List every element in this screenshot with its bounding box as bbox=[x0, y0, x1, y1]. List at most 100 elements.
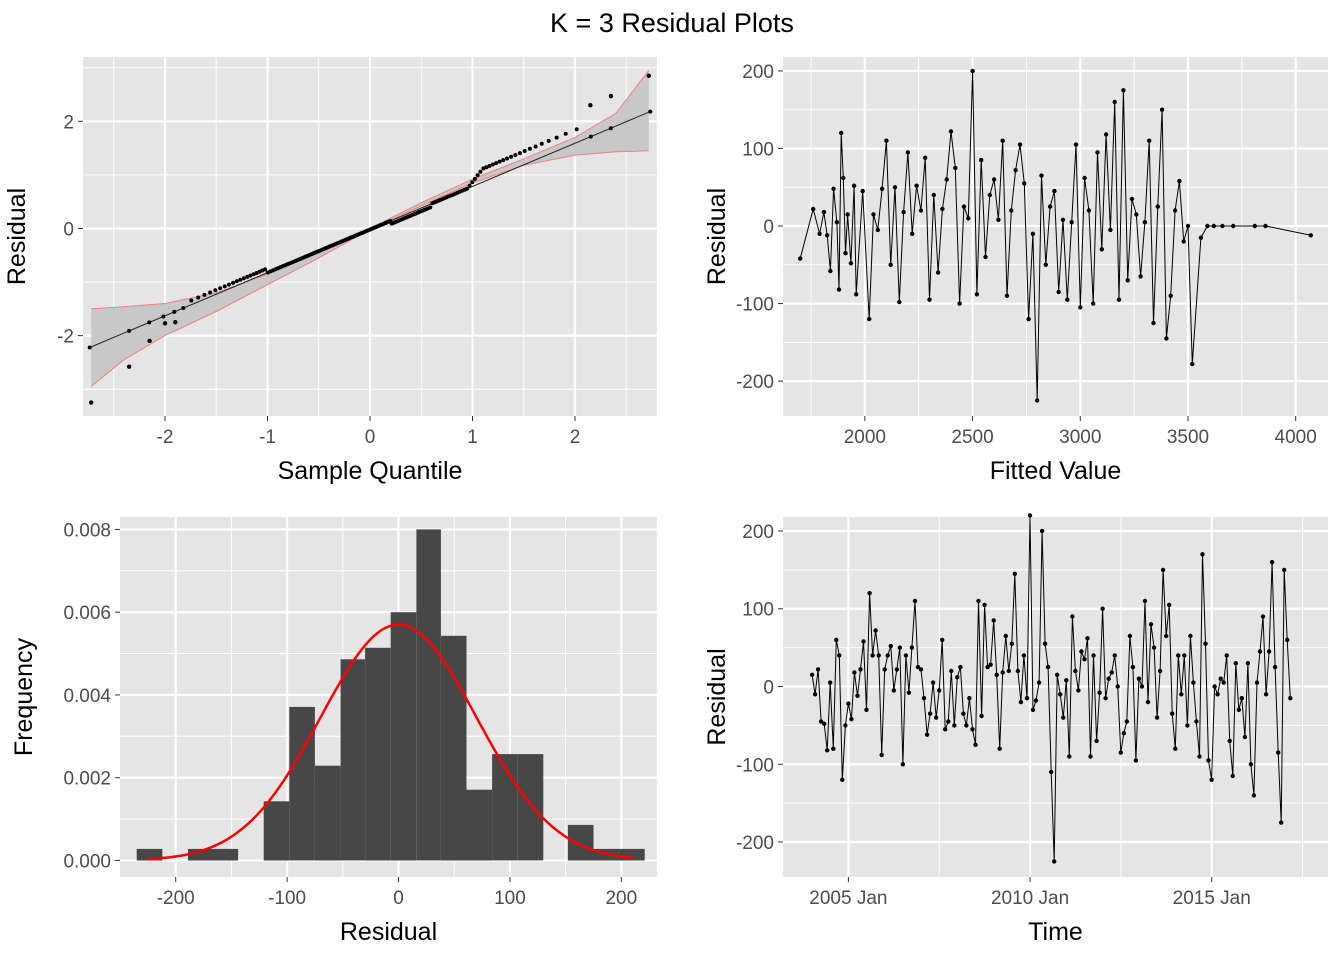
qq-point bbox=[218, 286, 223, 291]
time-point bbox=[1173, 746, 1178, 751]
time-point bbox=[979, 713, 984, 719]
histogram-bar bbox=[619, 848, 645, 861]
fitted-point bbox=[966, 216, 971, 221]
residual-vs-fitted-panel: 2000 2500 3000 3500 4000 -200 -100 0 100 200 Fitte… bbox=[703, 57, 1328, 485]
x-axis-label: Time bbox=[1028, 918, 1083, 946]
fitted-point bbox=[1112, 99, 1117, 105]
time-point bbox=[1024, 696, 1030, 701]
time-point bbox=[834, 637, 839, 643]
time-point bbox=[1139, 684, 1145, 689]
fitted-point bbox=[1151, 320, 1156, 326]
residual-vs-time-panel: 2005 Jan 2010 Jan 2015 Jan -200 -100 0 100 200 T… bbox=[703, 513, 1328, 946]
figure-title: K = 3 Residual Plots bbox=[550, 8, 794, 38]
time-point bbox=[952, 723, 957, 728]
time-point bbox=[1285, 637, 1290, 643]
time-point bbox=[879, 752, 884, 758]
time-point bbox=[894, 667, 899, 672]
time-point bbox=[1012, 571, 1017, 576]
time-point bbox=[1003, 633, 1008, 639]
time-point bbox=[1157, 668, 1163, 674]
y-tick-label: 0 bbox=[763, 217, 774, 238]
time-point bbox=[1103, 696, 1108, 701]
histogram-bar bbox=[416, 529, 441, 861]
time-point bbox=[1091, 653, 1096, 658]
fitted-point bbox=[974, 292, 980, 297]
time-point bbox=[1027, 513, 1033, 518]
fitted-point bbox=[905, 150, 911, 155]
fitted-point bbox=[1121, 88, 1126, 93]
time-point bbox=[1100, 606, 1105, 611]
qq-point bbox=[475, 173, 480, 178]
qq-point bbox=[213, 288, 218, 293]
time-point bbox=[1242, 734, 1248, 740]
qq-point bbox=[208, 290, 213, 295]
time-point bbox=[1106, 676, 1111, 681]
time-point bbox=[1036, 680, 1042, 685]
time-point bbox=[809, 672, 815, 677]
time-point bbox=[1112, 653, 1117, 658]
fitted-point bbox=[884, 138, 889, 143]
time-point bbox=[970, 727, 975, 732]
fitted-point bbox=[875, 227, 880, 233]
time-point bbox=[964, 723, 969, 728]
fitted-point bbox=[1035, 398, 1040, 403]
fitted-point bbox=[1069, 220, 1074, 225]
x-tick-label: -200 bbox=[157, 888, 195, 909]
histogram-bar bbox=[492, 754, 518, 861]
x-axis-label: Sample Quantile bbox=[278, 457, 463, 485]
fitted-point bbox=[860, 188, 865, 194]
qq-point bbox=[202, 292, 207, 297]
time-point bbox=[1170, 711, 1175, 716]
fitted-point bbox=[839, 130, 844, 136]
fitted-point bbox=[817, 231, 822, 236]
fitted-point bbox=[1211, 223, 1217, 229]
histogram-bar bbox=[315, 765, 341, 861]
time-point bbox=[1042, 641, 1048, 646]
fitted-point bbox=[1142, 220, 1148, 225]
fitted-point bbox=[1086, 208, 1092, 213]
qq-point bbox=[494, 161, 499, 166]
fitted-point bbox=[1147, 138, 1152, 143]
time-point bbox=[921, 696, 927, 701]
fitted-point bbox=[1231, 223, 1236, 229]
time-point bbox=[930, 680, 936, 685]
time-point bbox=[1203, 641, 1208, 646]
time-point bbox=[988, 662, 993, 667]
qq-point bbox=[497, 159, 502, 164]
qq-point bbox=[231, 280, 235, 285]
fitted-point bbox=[1056, 289, 1061, 295]
fitted-point bbox=[854, 292, 859, 297]
qq-point bbox=[563, 131, 568, 136]
y-tick-label: 200 bbox=[742, 62, 774, 83]
fitted-point bbox=[1159, 107, 1165, 112]
histogram-bar bbox=[212, 848, 239, 861]
fitted-point bbox=[892, 185, 898, 190]
qq-point bbox=[189, 298, 194, 303]
histogram-bar bbox=[340, 659, 366, 861]
x-tick-label: 0 bbox=[393, 888, 404, 909]
time-point bbox=[1179, 692, 1184, 697]
qq-point bbox=[501, 158, 506, 163]
x-axis-label: Fitted Value bbox=[990, 457, 1122, 485]
time-point bbox=[1000, 670, 1005, 675]
fitted-point bbox=[948, 129, 954, 134]
time-point bbox=[1263, 692, 1269, 697]
qq-point bbox=[574, 127, 579, 132]
fitted-point bbox=[1220, 223, 1225, 229]
time-point bbox=[1233, 661, 1239, 666]
time-point bbox=[1115, 684, 1120, 689]
y-tick-label: -200 bbox=[736, 372, 774, 393]
time-point bbox=[858, 667, 863, 672]
time-point bbox=[1127, 633, 1133, 639]
time-point bbox=[1085, 636, 1090, 641]
time-point bbox=[1058, 692, 1063, 697]
time-point bbox=[900, 762, 906, 767]
y-tick-label: 0.008 bbox=[63, 520, 111, 541]
fitted-point bbox=[961, 204, 967, 209]
time-point bbox=[1218, 676, 1223, 681]
time-point bbox=[1197, 754, 1202, 759]
y-tick-label: 0.002 bbox=[63, 769, 111, 790]
time-point bbox=[1257, 649, 1263, 654]
time-point bbox=[961, 711, 966, 716]
time-point bbox=[909, 645, 915, 650]
